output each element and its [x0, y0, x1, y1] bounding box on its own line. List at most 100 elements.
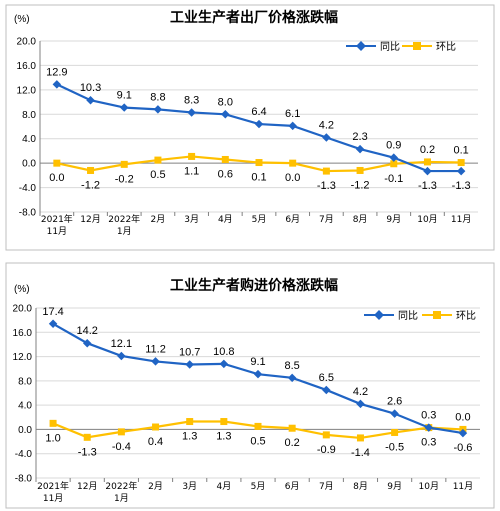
data-label-yoy: 12.9 [46, 66, 67, 78]
x-tick-label: 11月 [47, 226, 67, 237]
x-tick-label: 2月 [151, 214, 166, 225]
data-label-mom: 0.2 [285, 437, 300, 449]
data-label-yoy: -0.6 [453, 442, 472, 454]
legend: 同比 环比 [346, 41, 456, 53]
data-label-mom: 0.2 [420, 144, 435, 156]
data-label-yoy: 11.2 [145, 343, 166, 355]
data-point-mom [356, 166, 364, 174]
data-label-mom: 1.3 [182, 431, 197, 443]
data-label-mom: -1.2 [81, 179, 100, 191]
series-layer [52, 80, 466, 176]
data-label-mom: -0.4 [112, 441, 131, 453]
data-label-yoy: 4.2 [319, 119, 334, 131]
x-tick-label: 2021年 [37, 480, 69, 492]
data-point-yoy [219, 359, 229, 369]
data-label-yoy: 10.7 [179, 346, 200, 358]
data-label-mom: -1.3 [317, 180, 336, 192]
x-tick-label: 4月 [218, 214, 233, 225]
y-tick-label: 12.0 [13, 352, 33, 363]
data-label-yoy: 8.5 [285, 360, 300, 372]
y-tick-label: -8.0 [19, 208, 37, 219]
y-tick-label: -4.0 [19, 183, 37, 194]
legend-marker-mom [433, 311, 441, 319]
x-tick-label: 11月 [453, 481, 473, 492]
data-label-yoy: 6.5 [319, 372, 334, 384]
data-label-mom: 1.0 [45, 432, 60, 444]
data-label-yoy: 2.6 [387, 396, 402, 408]
data-label-yoy: 0.3 [421, 410, 436, 422]
data-point-mom [221, 155, 229, 163]
y-tick-label: 16.0 [13, 328, 33, 339]
x-tick-label: 12月 [77, 481, 97, 492]
chart-purchase-price: 工业生产者购进价格涨跌幅 (%) 20.0 16.0 12.0 8.0 4.0 0.0 -4… [5, 262, 495, 509]
data-point-mom [255, 159, 263, 167]
data-label-yoy: 4.2 [353, 386, 368, 398]
data-labels: 1.0 -1.3 -0.4 0.4 1.3 1.3 0.5 0.2 -0.9 -1.4 -0.5 0.… [42, 306, 472, 459]
data-point-yoy [423, 166, 432, 176]
x-tick-label: 9月 [386, 214, 401, 225]
x-tick-label: 7月 [319, 214, 334, 225]
x-tick-label: 8月 [353, 214, 368, 225]
data-point-mom [152, 423, 160, 431]
legend-label-yoy: 同比 [398, 310, 418, 322]
data-label-yoy: -1.3 [452, 180, 471, 192]
plot-frame [5, 262, 495, 509]
data-point-mom [49, 419, 57, 427]
data-point-mom [83, 433, 91, 441]
data-point-yoy [458, 428, 468, 438]
data-point-yoy [153, 105, 163, 114]
data-point-yoy [117, 351, 126, 361]
data-label-mom: 1.3 [216, 431, 231, 443]
data-label-mom: -1.2 [351, 179, 370, 191]
x-tick-label: 9月 [387, 481, 402, 492]
x-tick-label: 2022年 [105, 480, 137, 492]
y-unit-label: (%) [14, 284, 30, 295]
data-label-yoy: 8.8 [150, 91, 165, 103]
y-tick-label: 20.0 [13, 304, 33, 315]
x-tick-label: 6月 [285, 214, 300, 225]
data-label-yoy: 9.1 [117, 90, 132, 102]
y-tick-label: 0.0 [18, 425, 32, 436]
y-tick-label: 16.0 [17, 61, 37, 72]
x-tick-label: 6月 [285, 481, 300, 492]
x-tick-label: 2022年 [108, 213, 140, 225]
legend: 同比 环比 [364, 310, 476, 322]
data-point-mom [53, 159, 61, 167]
data-label-mom: 1.1 [184, 165, 199, 177]
legend-label-mom: 环比 [456, 310, 476, 322]
data-point-mom [117, 428, 125, 436]
data-label-yoy: 8.3 [184, 94, 199, 106]
data-label-mom: 0.0 [455, 411, 470, 423]
data-point-yoy [221, 110, 230, 119]
data-point-yoy [287, 373, 297, 383]
x-tick-label: 4月 [216, 481, 231, 492]
y-tick-label: -8.0 [15, 474, 33, 485]
data-point-mom [356, 434, 364, 442]
x-tick-label: 11月 [451, 214, 471, 225]
y-tick-label: 8.0 [18, 376, 32, 387]
data-point-yoy [52, 80, 62, 89]
data-label-yoy: 10.8 [213, 346, 234, 358]
data-label-yoy: 6.1 [285, 108, 300, 120]
x-tick-label: 1月 [114, 493, 129, 504]
chart-title: 工业生产者出厂价格涨跌幅 [170, 9, 338, 26]
data-point-mom [423, 158, 431, 166]
y-tick-label: 20.0 [17, 37, 37, 48]
data-label-yoy: 6.4 [251, 106, 266, 118]
legend-marker-yoy [374, 310, 384, 320]
y-tick-labels: 20.0 16.0 12.0 8.0 4.0 0.0 -4.0 -8.0 [17, 37, 37, 219]
data-label-mom: -0.1 [384, 173, 403, 185]
data-point-mom [391, 428, 399, 436]
data-label-yoy: 17.4 [42, 306, 63, 318]
data-label-yoy: 9.1 [250, 356, 265, 368]
data-point-mom [188, 152, 196, 160]
x-tick-label: 1月 [117, 226, 132, 237]
data-label-mom: -1.4 [351, 447, 370, 459]
x-tick-label: 5月 [251, 481, 266, 492]
x-tick-label: 8月 [353, 481, 368, 492]
y-tick-label: 8.0 [22, 110, 36, 121]
data-point-yoy [322, 385, 331, 395]
data-label-mom: -0.2 [115, 173, 134, 185]
data-point-yoy [389, 153, 399, 162]
